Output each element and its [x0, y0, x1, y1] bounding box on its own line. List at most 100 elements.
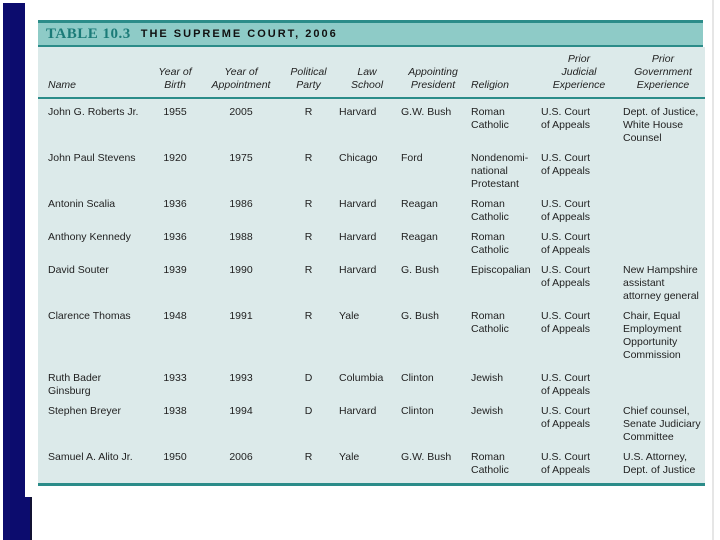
cell: G.W. Bush — [401, 451, 452, 463]
cell: 1950 — [163, 451, 187, 463]
cell: G. Bush — [401, 264, 439, 276]
table-row: Ruth Bader Ginsburg 1933 1993 D Columbia Clin… — [38, 365, 705, 398]
cell: Roman Catholic — [471, 106, 509, 131]
cell: 2006 — [229, 451, 253, 463]
cell: Jewish — [471, 372, 504, 384]
cell — [619, 145, 705, 191]
cell: 1990 — [229, 264, 253, 276]
cell: 1920 — [163, 152, 187, 164]
cell — [619, 224, 705, 257]
cell: Harvard — [339, 405, 377, 417]
cell: Episcopalian — [471, 264, 531, 276]
cell: Roman Catholic — [471, 231, 509, 256]
cell: John G. Roberts Jr. — [48, 106, 139, 118]
cell: 1948 — [163, 310, 187, 322]
cell: 1938 — [163, 405, 187, 417]
cell: Clinton — [401, 405, 434, 417]
cell: Chicago — [339, 152, 378, 164]
cell: U.S. Court of Appeals — [541, 106, 591, 131]
cell — [619, 365, 705, 398]
cell: R — [304, 231, 313, 243]
header-row: Name Year of Birth Year of Appointment Poli… — [38, 47, 705, 99]
cell: U.S. Court of Appeals — [541, 152, 591, 177]
cell: U.S. Court of Appeals — [541, 451, 591, 476]
cell: R — [304, 264, 313, 276]
cell: G.W. Bush — [401, 106, 452, 118]
column-header: Law School — [335, 47, 397, 99]
table-body: John G. Roberts Jr. 1955 2005 R Harvard G.W. … — [38, 98, 705, 484]
cell: Dept. of Justice, White House Counsel — [623, 106, 699, 144]
cell: 2005 — [229, 106, 253, 118]
cell: Chair, Equal Employment Opportunity Comm… — [623, 310, 682, 361]
column-header: Prior Government Experience — [619, 47, 705, 99]
cell: U.S. Court of Appeals — [541, 405, 591, 430]
cell: Ford — [401, 152, 423, 164]
cell: 1991 — [229, 310, 253, 322]
cell: Ruth Bader Ginsburg — [48, 372, 102, 397]
cell: U.S. Attorney, Dept. of Justice — [623, 451, 696, 476]
cell: Clinton — [401, 372, 434, 384]
column-header: Political Party — [280, 47, 335, 99]
table-row: Samuel A. Alito Jr. 1950 2006 R Yale G.W. Bus… — [38, 444, 705, 484]
cell: R — [304, 106, 313, 118]
cell: 1936 — [163, 198, 187, 210]
cell: G. Bush — [401, 310, 439, 322]
cell: Antonin Scalia — [48, 198, 116, 210]
cell: R — [304, 198, 313, 210]
table-row: Anthony Kennedy 1936 1988 R Harvard Reagan Rom… — [38, 224, 705, 257]
column-header: Year of Birth — [148, 47, 200, 99]
cell: 1936 — [163, 231, 187, 243]
cell: 1955 — [163, 106, 187, 118]
cell: Yale — [339, 451, 360, 463]
cell: R — [304, 451, 313, 463]
cell: R — [304, 310, 313, 322]
justices-table: Name Year of Birth Year of Appointment Poli… — [38, 47, 705, 486]
cell: U.S. Court of Appeals — [541, 231, 591, 256]
cell: Reagan — [401, 198, 438, 210]
slide-accent-bar-foot-edge — [30, 497, 32, 540]
column-header: Prior Judicial Experience — [537, 47, 619, 99]
table-row: John Paul Stevens 1920 1975 R Chicago Ford Non… — [38, 145, 705, 191]
cell: 1939 — [163, 264, 187, 276]
column-header: Year of Appointment — [200, 47, 280, 99]
cell: Reagan — [401, 231, 438, 243]
cell: U.S. Court of Appeals — [541, 198, 591, 223]
table-label: TABLE 10.3 — [46, 25, 131, 42]
cell: New Hampshire assistant attorney general — [623, 264, 699, 302]
cell: U.S. Court of Appeals — [541, 372, 591, 397]
slide-right-edge — [712, 0, 714, 540]
cell: Anthony Kennedy — [48, 231, 131, 243]
cell: U.S. Court of Appeals — [541, 310, 591, 335]
cell: D — [304, 372, 313, 384]
table-row: John G. Roberts Jr. 1955 2005 R Harvard G.W. … — [38, 98, 705, 145]
cell: U.S. Court of Appeals — [541, 264, 591, 289]
cell: 1986 — [229, 198, 253, 210]
cell: Harvard — [339, 198, 377, 210]
cell — [619, 191, 705, 224]
column-header: Religion — [467, 47, 537, 99]
cell: Stephen Breyer — [48, 405, 121, 417]
table-title-bar: TABLE 10.3 THE SUPREME COURT, 2006 — [38, 20, 703, 47]
cell: Harvard — [339, 264, 377, 276]
cell: Harvard — [339, 106, 377, 118]
table-title: THE SUPREME COURT, 2006 — [140, 28, 338, 40]
cell: D — [304, 405, 313, 417]
table-header: Name Year of Birth Year of Appointment Poli… — [38, 47, 705, 99]
table-row: Stephen Breyer 1938 1994 D Harvard Clinton Jew… — [38, 398, 705, 444]
cell: Roman Catholic — [471, 310, 509, 335]
cell: Jewish — [471, 405, 504, 417]
cell: Roman Catholic — [471, 198, 509, 223]
slide-accent-bar-foot — [25, 497, 30, 540]
cell: R — [304, 152, 313, 164]
cell: Chief counsel, Senate Judiciary Committe… — [623, 405, 701, 443]
cell: Harvard — [339, 231, 377, 243]
cell: Clarence Thomas — [48, 310, 131, 322]
table-row: Antonin Scalia 1936 1986 R Harvard Reagan Roma… — [38, 191, 705, 224]
cell: 1988 — [229, 231, 253, 243]
cell: John Paul Stevens — [48, 152, 136, 164]
slide-accent-bar — [3, 3, 25, 540]
table-row: Clarence Thomas 1948 1991 R Yale G. Bush Roman… — [38, 303, 705, 365]
cell: Samuel A. Alito Jr. — [48, 451, 133, 463]
cell: Columbia — [339, 372, 384, 384]
